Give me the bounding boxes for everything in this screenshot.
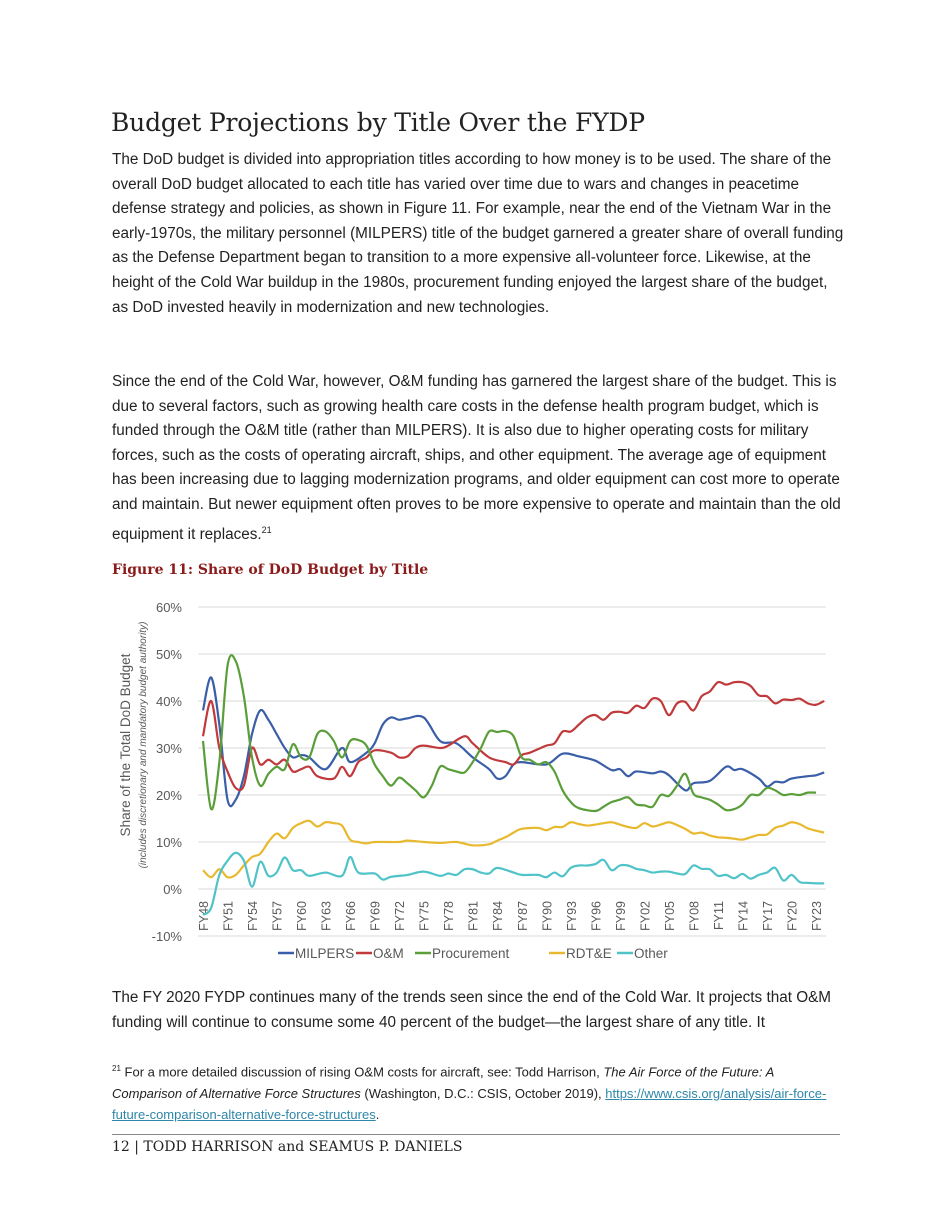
page-footer: 12 | TODD HARRISON and SEAMUS P. DANIELS	[112, 1139, 463, 1155]
x-tick-label: FY57	[271, 901, 285, 931]
x-tick-label: FY48	[197, 901, 211, 931]
legend-label: RDT&E	[566, 946, 612, 961]
section-heading: Budget Projections by Title Over the FYD…	[111, 108, 645, 137]
series-line-rdt-e	[202, 819, 825, 879]
legend-label: MILPERS	[295, 946, 354, 961]
legend-item: O&M	[356, 946, 404, 961]
x-tick-label: FY66	[344, 901, 358, 931]
body-paragraph-2: Since the end of the Cold War, however, …	[112, 370, 847, 547]
body-paragraph-3: The FY 2020 FYDP continues many of the t…	[112, 989, 832, 1031]
y-tick-label: 10%	[156, 835, 182, 850]
y-tick-label: 30%	[156, 741, 182, 756]
legend-label: O&M	[373, 946, 404, 961]
series-line-milpers	[201, 676, 825, 808]
legend-item: Other	[617, 946, 668, 961]
x-tick-label: FY81	[467, 901, 481, 931]
x-tick-label: FY72	[393, 901, 407, 931]
legend-item: MILPERS	[278, 946, 354, 961]
x-tick-label: FY20	[785, 901, 799, 931]
footnote-number: 21	[112, 1064, 121, 1073]
x-tick-label: FY08	[687, 901, 701, 931]
legend-item: RDT&E	[549, 946, 612, 961]
legend-label: Procurement	[432, 946, 510, 961]
legend-label: Other	[634, 946, 668, 961]
y-tick-label: 20%	[156, 788, 182, 803]
y-axis-title: Share of the Total DoD Budget	[118, 653, 133, 836]
footer-divider	[112, 1134, 840, 1135]
footnote-reference[interactable]: 21	[261, 524, 272, 535]
footnote-title: The Air Force of the Future: A Compariso…	[112, 1064, 774, 1101]
y-tick-label: -10%	[152, 929, 183, 944]
x-tick-label: FY11	[712, 901, 726, 930]
x-tick-label: FY87	[516, 901, 530, 931]
x-tick-label: FY78	[442, 901, 456, 931]
x-tick-label: FY14	[736, 901, 750, 931]
share-of-budget-line-chart: -10% 0% 10% 20% 30% 40% 50% 60% FY48 FY51 FY54 FY5…	[118, 600, 826, 961]
x-tick-label: FY96	[589, 901, 603, 931]
x-tick-label: FY84	[491, 901, 505, 931]
series-line-other	[202, 851, 825, 916]
y-tick-label: 0%	[163, 882, 182, 897]
x-tick-label: FY02	[638, 901, 652, 931]
x-tick-label: FY60	[295, 901, 309, 931]
footnote-end: .	[375, 1107, 380, 1123]
footnote-link[interactable]: https://www.csis.org/analysis/air-force-…	[112, 1085, 827, 1123]
x-tick-label: FY51	[222, 901, 236, 931]
x-tick-label: FY63	[320, 901, 334, 931]
legend-item: Procurement	[415, 946, 510, 961]
x-tick-label: FY17	[761, 901, 775, 931]
x-tick-label: FY75	[418, 901, 432, 931]
paragraph-text: Since the end of the Cold War, however, …	[112, 373, 841, 543]
x-tick-label: FY54	[246, 901, 260, 931]
series-line-o-m	[201, 680, 825, 792]
footnote: 21 For a more detailed discussion of ris…	[112, 1058, 847, 1126]
x-tick-label: FY93	[565, 901, 579, 931]
x-tick-label: FY69	[369, 901, 383, 931]
x-tick-label: FY90	[540, 901, 554, 931]
x-tick-label: FY99	[614, 901, 628, 931]
y-axis-subtitle: (includes discretionary and mandatory bu…	[138, 622, 149, 869]
y-tick-label: 60%	[156, 600, 182, 615]
x-tick-label: FY23	[810, 901, 824, 931]
series-line-procurement	[201, 654, 817, 813]
y-tick-label: 40%	[156, 694, 182, 709]
figure-caption: Figure 11: Share of DoD Budget by Title	[112, 562, 429, 578]
x-tick-label: FY05	[663, 901, 677, 931]
footnote-text-after: (Washington, D.C.: CSIS, October 2019),	[360, 1085, 606, 1101]
body-paragraph-1: The DoD budget is divided into appropria…	[112, 151, 844, 316]
footnote-text: For a more detailed discussion of rising…	[124, 1064, 604, 1080]
y-tick-label: 50%	[156, 647, 182, 662]
